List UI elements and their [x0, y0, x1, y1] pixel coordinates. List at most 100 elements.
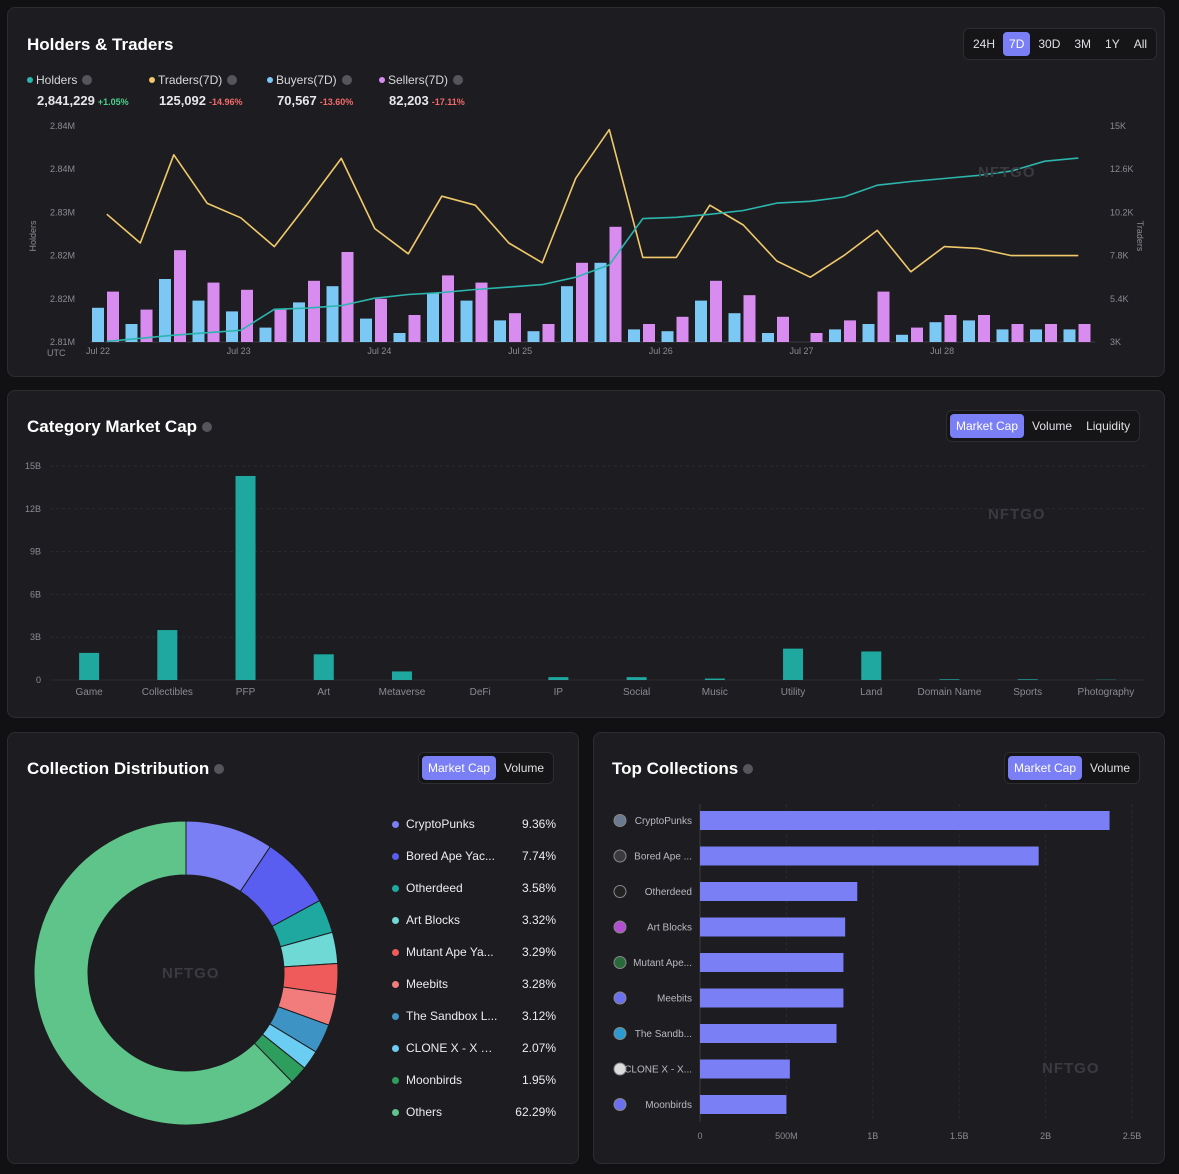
y-tick-label: 15B	[25, 461, 41, 471]
collection-avatar-icon	[613, 814, 627, 827]
range-3m[interactable]: 3M	[1074, 37, 1092, 51]
sellers-bar	[978, 315, 990, 342]
range-all[interactable]: All	[1133, 37, 1148, 51]
range-24h[interactable]: 24H	[973, 37, 996, 51]
donut-slice	[33, 820, 293, 1126]
collection-name: CLONE X - X TA...	[406, 1041, 498, 1055]
tab-volume[interactable]: Volume	[504, 761, 545, 775]
collection-bar	[700, 1095, 787, 1114]
collection-label: Bored Ape ...	[634, 852, 692, 863]
distribution-legend-item[interactable]: Bored Ape Yac... 7.74%	[392, 840, 556, 872]
info-icon[interactable]	[453, 74, 464, 85]
buyers-bar	[628, 329, 640, 342]
sellers-bar	[1011, 324, 1024, 342]
sellers-bar	[844, 320, 856, 342]
collection-share: 3.29%	[521, 945, 556, 959]
distribution-legend-item[interactable]: Art Blocks 3.32%	[392, 904, 556, 936]
tab-market-cap[interactable]: Market Cap	[950, 414, 1025, 438]
sellers-bar	[676, 316, 689, 342]
tab-market-cap[interactable]: Market Cap	[1008, 756, 1083, 780]
sellers-bar	[509, 313, 521, 342]
y-left-tick-label: 2.84M	[50, 164, 75, 174]
collection-name: The Sandbox L...	[406, 1009, 498, 1023]
category-label: PFP	[236, 687, 256, 698]
y-right-tick-label: 15K	[1110, 121, 1126, 131]
buyers-bar	[594, 262, 607, 342]
y-tick-label: 3B	[30, 632, 41, 642]
sellers-bar	[576, 262, 588, 342]
legend-value-number: 82,203	[389, 93, 429, 108]
buyers-bar	[259, 327, 272, 342]
distribution-legend-item[interactable]: Meebits 3.28%	[392, 968, 556, 1000]
collection-share: 9.36%	[521, 817, 556, 831]
sellers-bar	[710, 280, 722, 342]
x-tick-label: Jul 28	[930, 346, 954, 356]
tab-market-cap[interactable]: Market Cap	[422, 756, 497, 780]
y-left-tick-label: 2.82M	[50, 251, 75, 261]
buyers-bar	[862, 324, 875, 342]
y-right-tick-label: 3K	[1110, 337, 1121, 347]
distribution-legend-item[interactable]: Others 62.29%	[392, 1096, 556, 1128]
distribution-legend-item[interactable]: Mutant Ape Ya... 3.29%	[392, 936, 556, 968]
range-30d[interactable]: 30D	[1038, 37, 1061, 51]
range-1y[interactable]: 1Y	[1105, 37, 1120, 51]
range-7d[interactable]: 7D	[1003, 32, 1031, 56]
collection-share: 7.74%	[521, 849, 556, 863]
info-icon[interactable]	[82, 74, 93, 85]
sellers-bar	[341, 252, 354, 342]
tab-volume[interactable]: Volume	[1090, 761, 1131, 775]
x-tick-label: Jul 27	[789, 346, 813, 356]
legend-item[interactable]: Traders(7D) 125,092 -14.96%	[149, 73, 267, 108]
collection-name: Others	[406, 1105, 443, 1119]
legend-value: 2,841,229 +1.05%	[27, 93, 149, 108]
nftgo-watermark: NFTGO	[162, 965, 220, 982]
sellers-bar	[542, 324, 555, 342]
y-tick-label: 6B	[30, 589, 41, 599]
x-tick-label: Jul 23	[227, 346, 251, 356]
distribution-legend-item[interactable]: The Sandbox L... 3.12%	[392, 1000, 556, 1032]
distribution-legend-item[interactable]: CLONE X - X TA... 2.07%	[392, 1032, 556, 1064]
legend-label: Buyers(7D)	[267, 73, 379, 87]
legend-item[interactable]: Sellers(7D) 82,203 -17.11%	[379, 73, 489, 108]
legend-dot	[379, 76, 385, 83]
legend-change: -14.96%	[209, 97, 243, 107]
distribution-legend-item[interactable]: Moonbirds 1.95%	[392, 1064, 556, 1096]
category-label: Land	[860, 687, 882, 698]
collection-share: 62.29%	[515, 1105, 556, 1119]
legend-label-text: Buyers(7D)	[276, 73, 337, 87]
distribution-legend-item[interactable]: Otherdeed 3.58%	[392, 872, 556, 904]
utc-label: UTC	[47, 348, 66, 358]
buyers-bar	[192, 300, 205, 342]
sellers-bar	[207, 282, 220, 342]
collection-share: 3.58%	[521, 881, 556, 895]
info-icon[interactable]	[202, 421, 213, 432]
legend-label: Holders	[27, 73, 149, 87]
info-icon[interactable]	[214, 763, 225, 774]
top-collections-chart: 0 500M 1B 1.5B 2B 2.5B CryptoPunks Bored Ape ..…	[613, 804, 1141, 1141]
info-icon[interactable]	[227, 74, 238, 85]
category-label: Collectibles	[142, 687, 193, 698]
category-bar	[313, 654, 334, 680]
tab-volume[interactable]: Volume	[1032, 419, 1073, 433]
collection-name: Mutant Ape Ya...	[406, 945, 494, 959]
legend-item[interactable]: Buyers(7D) 70,567 -13.60%	[267, 73, 379, 108]
info-icon[interactable]	[743, 763, 754, 774]
legend-item[interactable]: Holders 2,841,229 +1.05%	[27, 73, 149, 108]
category-label: Domain Name	[918, 687, 982, 698]
sellers-bar	[408, 315, 421, 342]
legend-dot	[392, 1076, 399, 1084]
top-collections-panel: Top Collections Market Cap Volume	[593, 732, 1165, 1164]
category-label: IP	[554, 687, 564, 698]
collection-label: Art Blocks	[647, 923, 692, 934]
nftgo-watermark: NFTGO	[988, 506, 1046, 523]
tab-liquidity[interactable]: Liquidity	[1086, 419, 1131, 433]
category-bar	[391, 671, 412, 680]
collection-name: Otherdeed	[406, 881, 463, 895]
sellers-bar	[107, 291, 119, 342]
category-label: Game	[75, 687, 103, 698]
buyers-bar	[661, 331, 674, 342]
distribution-legend-item[interactable]: CryptoPunks 9.36%	[392, 808, 556, 840]
legend-dot	[392, 884, 399, 892]
info-icon[interactable]	[341, 74, 352, 85]
sellers-bar	[810, 333, 823, 342]
